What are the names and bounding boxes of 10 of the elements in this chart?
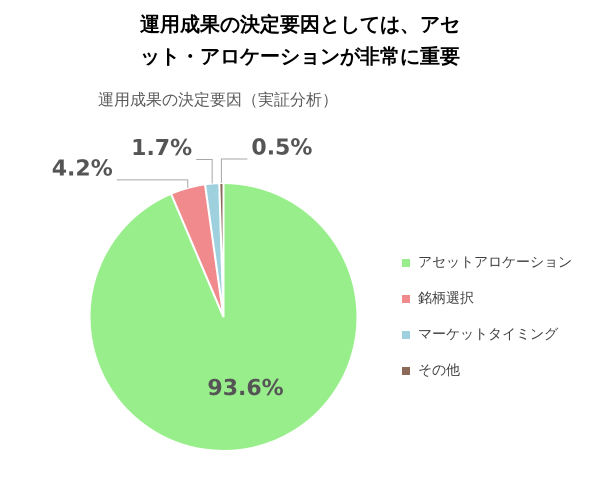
legend-label: マーケットタイミング [418, 326, 559, 343]
data-label: 1.7% [131, 136, 192, 162]
chart-title: 運用成果の決定要因としては、アセット・アロケーションが非常に重要 [139, 11, 461, 70]
data-label: 93.6% [207, 376, 284, 401]
data-label: 4.2% [52, 156, 113, 182]
legend-label: アセットアロケーション [418, 254, 572, 271]
legend-label: その他 [418, 362, 460, 379]
legend-label: 銘柄選択 [418, 290, 474, 307]
chart-subtitle: 運用成果の決定要因（実証分析） [97, 90, 339, 111]
data-label: 0.5% [251, 136, 312, 161]
